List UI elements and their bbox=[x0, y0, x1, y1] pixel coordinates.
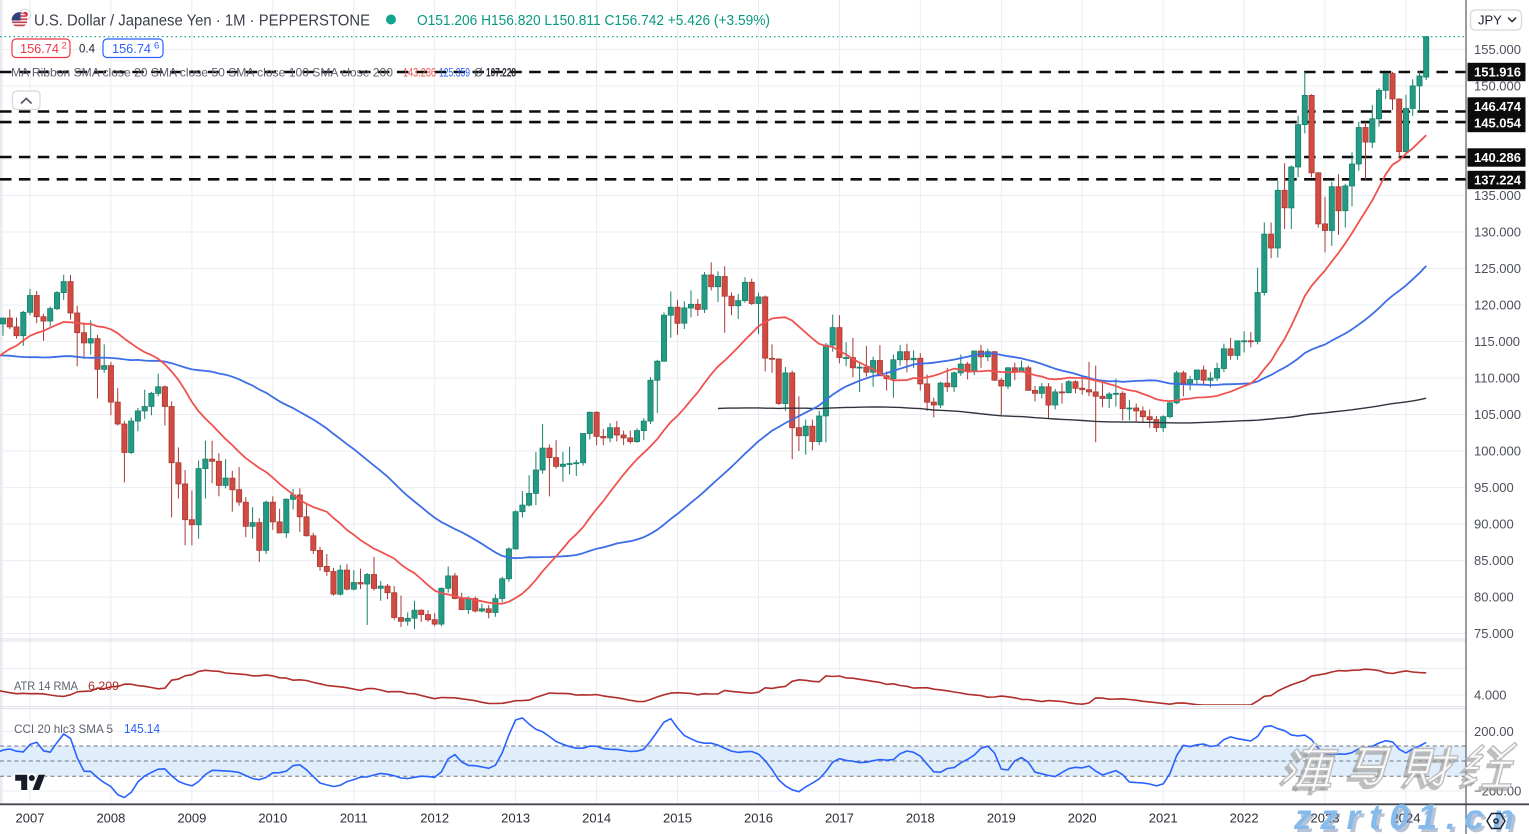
svg-text:2021: 2021 bbox=[1149, 811, 1178, 826]
svg-text:2014: 2014 bbox=[582, 811, 611, 826]
svg-text:145.054: 145.054 bbox=[1474, 116, 1522, 131]
svg-text:MA Ribbon SMA close 20 SMA clo: MA Ribbon SMA close 20 SMA close 50 SMA … bbox=[11, 66, 393, 80]
svg-text:6: 6 bbox=[154, 41, 159, 52]
svg-text:2015: 2015 bbox=[663, 811, 692, 826]
svg-text:Ø: Ø bbox=[474, 68, 483, 80]
svg-text:110.000: 110.000 bbox=[1474, 371, 1520, 386]
svg-text:107.228: 107.228 bbox=[486, 68, 516, 80]
svg-text:145.14: 145.14 bbox=[124, 722, 160, 736]
svg-text:105.000: 105.000 bbox=[1474, 407, 1521, 422]
svg-text:100.000: 100.000 bbox=[1474, 444, 1521, 459]
svg-text:125.000: 125.000 bbox=[1474, 261, 1521, 276]
svg-text:146.474: 146.474 bbox=[1474, 99, 1522, 114]
svg-text:O151.206 H156.820 L150.811 C15: O151.206 H156.820 L150.811 C156.742 +5.4… bbox=[417, 13, 770, 29]
svg-text:80.000: 80.000 bbox=[1474, 590, 1514, 605]
svg-text:CCI 20 hlc3 SMA 5: CCI 20 hlc3 SMA 5 bbox=[14, 722, 113, 736]
svg-text:2023: 2023 bbox=[1311, 811, 1340, 826]
svg-text:zzrt01.cn: zzrt01.cn bbox=[1296, 801, 1521, 834]
svg-text:140.286: 140.286 bbox=[1474, 150, 1521, 165]
svg-text:6.209: 6.209 bbox=[88, 679, 119, 693]
svg-text:95.000: 95.000 bbox=[1474, 480, 1514, 495]
svg-text:2: 2 bbox=[62, 41, 67, 52]
svg-text:150.000: 150.000 bbox=[1474, 78, 1521, 93]
svg-text:JPY: JPY bbox=[1478, 13, 1502, 28]
svg-text:2019: 2019 bbox=[987, 811, 1016, 826]
svg-text:151.916: 151.916 bbox=[1474, 65, 1521, 80]
svg-text:115.000: 115.000 bbox=[1474, 334, 1520, 349]
svg-text:2016: 2016 bbox=[744, 811, 773, 826]
svg-text:2020: 2020 bbox=[1068, 811, 1097, 826]
svg-text:2017: 2017 bbox=[825, 811, 854, 826]
svg-text:zzrt01.cn: zzrt01.cn bbox=[1293, 798, 1518, 834]
svg-text:120.000: 120.000 bbox=[1474, 298, 1521, 313]
svg-text:75.000: 75.000 bbox=[1474, 626, 1514, 641]
svg-text:2008: 2008 bbox=[96, 811, 125, 826]
svg-text:2011: 2011 bbox=[340, 811, 368, 826]
svg-text:85.000: 85.000 bbox=[1474, 553, 1514, 568]
svg-text:2010: 2010 bbox=[258, 811, 287, 826]
svg-text:137.224: 137.224 bbox=[1474, 173, 1522, 188]
svg-text:125.359: 125.359 bbox=[439, 68, 470, 80]
svg-text:90.000: 90.000 bbox=[1474, 517, 1514, 532]
svg-text:ATR 14 RMA: ATR 14 RMA bbox=[14, 679, 78, 693]
svg-text:2018: 2018 bbox=[906, 811, 935, 826]
svg-text:U.S. Dollar / Japanese Yen · 1: U.S. Dollar / Japanese Yen · 1M · PEPPER… bbox=[34, 13, 370, 30]
svg-text:155.000: 155.000 bbox=[1474, 42, 1521, 57]
svg-text:2024: 2024 bbox=[1392, 811, 1421, 826]
svg-text:2009: 2009 bbox=[177, 811, 206, 826]
svg-text:2013: 2013 bbox=[501, 811, 530, 826]
svg-text:143.236: 143.236 bbox=[403, 68, 436, 80]
svg-text:2022: 2022 bbox=[1230, 811, 1259, 826]
svg-text:2012: 2012 bbox=[420, 811, 449, 826]
svg-text:130.000: 130.000 bbox=[1474, 225, 1521, 240]
svg-text:156.74: 156.74 bbox=[20, 41, 59, 56]
svg-text:2007: 2007 bbox=[16, 811, 45, 826]
svg-text:0.4: 0.4 bbox=[79, 44, 96, 56]
svg-text:200.00: 200.00 bbox=[1474, 724, 1514, 739]
svg-text:156.74: 156.74 bbox=[112, 41, 151, 56]
svg-text:4.000: 4.000 bbox=[1474, 688, 1507, 703]
svg-text:135.000: 135.000 bbox=[1474, 188, 1521, 203]
